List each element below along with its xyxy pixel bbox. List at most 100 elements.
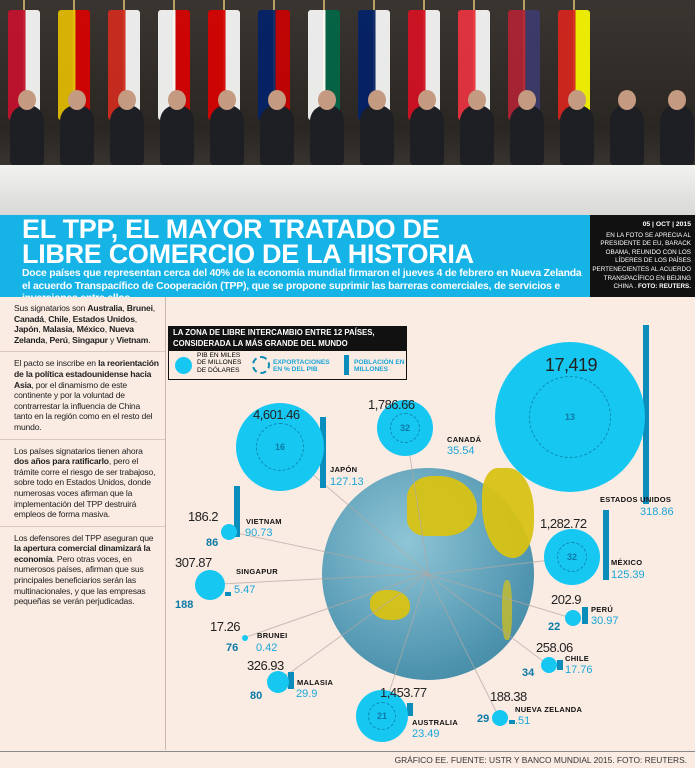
population-bar [407, 703, 413, 717]
exports-value: 188 [175, 599, 194, 611]
population-value: 5.47 [234, 584, 256, 596]
gdp-bubble [541, 657, 557, 673]
gdp-value: 4,601.46 [253, 407, 300, 422]
headline: EL TPP, EL MAYOR TRATADO DE LIBRE COMERC… [22, 215, 474, 269]
country-name: MALASIA [297, 678, 334, 687]
delegate [610, 105, 644, 165]
delegate-head [468, 90, 486, 110]
headline-line-2: LIBRE COMERCIO DE LA HISTORIA [22, 239, 474, 269]
population-value: 17.76 [565, 664, 593, 676]
delegate [560, 105, 594, 165]
gdp-bubble [221, 524, 237, 540]
country-name: ESTADOS UNIDOS [600, 495, 672, 504]
country-name: JAPÓN [330, 465, 358, 474]
exports-ring: 13 [528, 375, 612, 459]
gdp-value: 186.2 [188, 509, 219, 524]
population-value: 0.42 [256, 642, 278, 654]
source-footer: GRÁFICO EE. FUENTE: USTR Y BANCO MUNDIAL… [394, 755, 687, 765]
country-name: NUEVA ZELANDA [515, 705, 583, 714]
country-name: AUSTRALIA [412, 718, 459, 727]
population-bar [288, 672, 294, 689]
exports-legend-swatch [252, 356, 270, 374]
gdp-value: 188.38 [490, 689, 527, 704]
delegate-head [368, 90, 386, 110]
exports-value: 22 [548, 621, 561, 633]
population-value: 35.54 [447, 445, 475, 457]
delegate [510, 105, 544, 165]
country-name: CANADÁ [447, 435, 482, 444]
exports-ring: 16 [255, 422, 305, 472]
delegate [360, 105, 394, 165]
population-legend-swatch [344, 355, 349, 375]
delegate-head [568, 90, 586, 110]
exports-value: 29 [477, 713, 490, 725]
gdp-bubble [492, 710, 508, 726]
gdp-bubble [267, 671, 289, 693]
gdp-bubble [242, 635, 248, 641]
delegate [410, 105, 444, 165]
country-name: PERÚ [591, 605, 614, 614]
gdp-value: 1,282.72 [540, 516, 587, 531]
gdp-value: 258.06 [536, 640, 573, 655]
header-photo [0, 0, 695, 215]
population-value: 23.49 [412, 728, 440, 740]
population-bar [643, 325, 649, 504]
exports-value: 76 [226, 642, 239, 654]
country-name: CHILE [565, 654, 589, 663]
gdp-value: 202.9 [551, 592, 582, 607]
footer-divider [0, 751, 695, 752]
delegate [210, 105, 244, 165]
population-value: 318.86 [640, 506, 674, 518]
exports-value: 80 [250, 690, 263, 702]
population-value: 127.13 [330, 476, 364, 488]
gdp-bubble [565, 610, 581, 626]
lede: Doce países que representan cerca del 40… [22, 268, 582, 297]
caption-date: 05 | OCT | 2015 [642, 221, 691, 228]
population-value: .51 [515, 715, 531, 727]
conference-table [0, 165, 695, 215]
sidebar: Sus signatarios son Australia, Brunei, C… [0, 297, 166, 750]
delegate-head [68, 90, 86, 110]
gdp-value: 17,419 [545, 355, 598, 375]
delegate [60, 105, 94, 165]
population-bar [509, 720, 515, 724]
delegate-head [168, 90, 186, 110]
delegate-head [618, 90, 636, 110]
delegate [660, 105, 694, 165]
chart-title: LA ZONA DE LIBRE INTERCAMBIO ENTRE 12 PA… [168, 326, 407, 350]
delegate [160, 105, 194, 165]
population-bar [225, 592, 231, 596]
country-name: BRUNEI [257, 631, 288, 640]
headline-line-1: EL TPP, EL MAYOR TRATADO DE [22, 215, 440, 244]
country-name: VIETNAM [246, 517, 282, 526]
delegate-head [318, 90, 336, 110]
population-value: 125.39 [611, 569, 645, 581]
gdp-value: 17.26 [210, 619, 241, 634]
delegate [10, 105, 44, 165]
population-bar [582, 607, 588, 625]
population-bar [557, 660, 563, 670]
exports-ring: 21 [367, 701, 397, 731]
gdp-value: 1,786.66 [368, 397, 415, 412]
population-legend-label: POBLACIÓN EN MILLONES [354, 359, 405, 374]
headline-banner: EL TPP, EL MAYOR TRATADO DE LIBRE COMERC… [0, 215, 590, 297]
delegate [460, 105, 494, 165]
sidebar-paragraph-ratification: Los países signatarios tienen ahora dos … [0, 440, 165, 527]
sidebar-paragraph-signatories: Sus signatarios son Australia, Brunei, C… [0, 297, 165, 353]
delegate [110, 105, 144, 165]
exports-value: 86 [206, 537, 219, 549]
exports-ring: 32 [556, 541, 588, 573]
delegate [310, 105, 344, 165]
caption-text: EN LA FOTO SE APRECIA AL PRESIDENTE DE E… [592, 231, 691, 291]
delegate-head [118, 90, 136, 110]
delegate-head [218, 90, 236, 110]
gdp-value: 326.93 [247, 658, 284, 673]
gdp-value: 1,453.77 [380, 685, 427, 700]
gdp-bubble [195, 570, 225, 600]
gdp-value: 307.87 [175, 555, 212, 570]
caption-credit: FOTO: REUTERS. [637, 283, 691, 291]
delegate-head [518, 90, 536, 110]
chart-legend: PIB EN MILES DE MILLONES DE DÓLARES EXPO… [168, 350, 407, 380]
exports-value: 34 [522, 667, 535, 679]
population-value: 30.97 [591, 615, 619, 627]
